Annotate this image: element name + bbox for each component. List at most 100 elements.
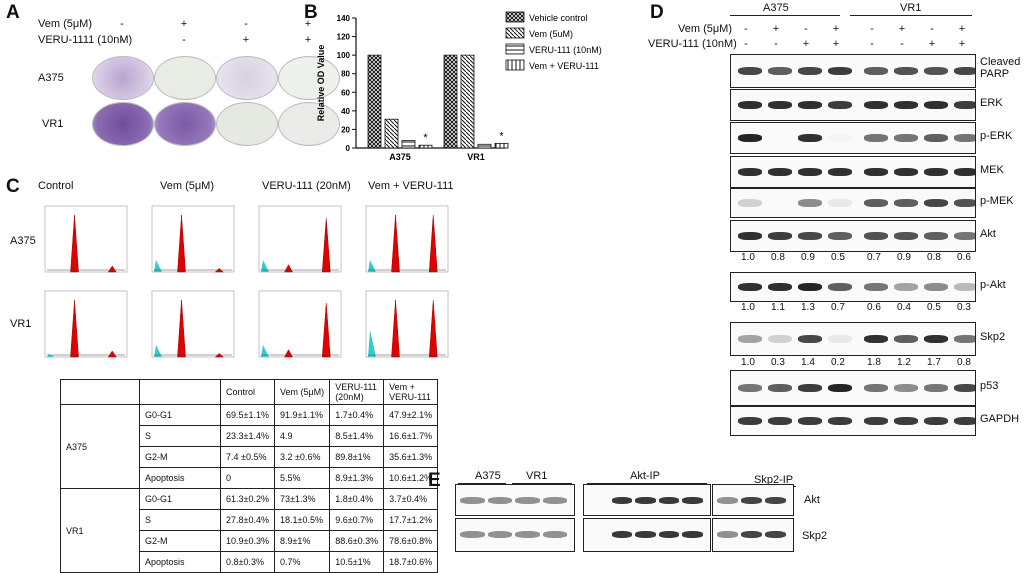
e-band bbox=[717, 497, 738, 504]
blot-band bbox=[828, 134, 852, 142]
hist-frame bbox=[258, 205, 342, 273]
blot-band bbox=[828, 67, 852, 75]
d-sign: - bbox=[900, 38, 904, 50]
blot-band bbox=[894, 101, 918, 109]
table-cell: 23.3±1.4% bbox=[220, 425, 275, 447]
e-left-bar2 bbox=[512, 483, 572, 484]
table-cell: 10.5±1% bbox=[329, 551, 385, 573]
table-cell: 69.5±1.1% bbox=[220, 404, 275, 426]
table-cell: G2-M bbox=[139, 446, 221, 468]
blot-band bbox=[924, 67, 948, 75]
quant-value: 1.0 bbox=[741, 302, 755, 313]
blot-band bbox=[954, 101, 975, 109]
e-band bbox=[717, 531, 738, 538]
quant-value: 0.5 bbox=[831, 252, 845, 263]
blot-band bbox=[954, 283, 975, 291]
blot-band bbox=[828, 199, 852, 207]
table-header-cell bbox=[60, 379, 140, 405]
table-cell: G0-G1 bbox=[139, 404, 221, 426]
hist-frame bbox=[258, 290, 342, 358]
cell-line-vr1: VR1 bbox=[42, 118, 64, 130]
blot-band bbox=[954, 199, 975, 207]
d-sign: + bbox=[802, 38, 810, 50]
hist-g2-peak bbox=[321, 217, 331, 273]
significance-star: * bbox=[423, 132, 428, 144]
e-blot bbox=[455, 518, 575, 552]
hist-apoptosis bbox=[368, 330, 376, 357]
blot-label: MEK bbox=[980, 164, 1004, 176]
y-tick-label: 0 bbox=[346, 144, 351, 153]
dish-a375-ctrl bbox=[92, 56, 154, 100]
blot-band bbox=[954, 232, 975, 240]
table-cell: 0.8±0.3% bbox=[220, 551, 275, 573]
blot-band bbox=[828, 384, 852, 392]
table-cell: 47.9±2.1% bbox=[383, 404, 439, 426]
table-header-cell: Control bbox=[220, 379, 275, 405]
blot-band bbox=[738, 101, 762, 109]
a-sign: + bbox=[304, 18, 312, 30]
table-group-cell: VR1 bbox=[60, 488, 140, 573]
relative-od-chart: 0 20 40 60 80 100 120 140 Relative OD Value A375 *… bbox=[316, 11, 602, 162]
hist-g1-peak bbox=[70, 299, 79, 358]
a-sign: + bbox=[180, 18, 188, 30]
blot-p53 bbox=[730, 370, 976, 406]
table-cell: S bbox=[139, 509, 221, 531]
c-row-vr1: VR1 bbox=[10, 318, 32, 330]
table-cell: S bbox=[139, 425, 221, 447]
table-cell: 0 bbox=[220, 467, 275, 489]
e-band bbox=[741, 497, 762, 504]
d-sign: - bbox=[804, 23, 808, 35]
e-band bbox=[682, 497, 703, 504]
table-cell: 88.6±0.3% bbox=[329, 530, 385, 552]
blot-label: Skp2 bbox=[980, 331, 1006, 343]
table-cell: 18.7±0.6% bbox=[383, 551, 439, 573]
d-sign: - bbox=[774, 38, 778, 50]
hist-g2-peak bbox=[321, 302, 331, 358]
blot-label: p-MEK bbox=[980, 195, 1014, 207]
quant-value: 1.2 bbox=[897, 357, 911, 368]
y-tick-label: 20 bbox=[341, 125, 350, 134]
blot-band bbox=[894, 67, 918, 75]
hist-apoptosis bbox=[261, 260, 269, 272]
blot-p-akt bbox=[730, 272, 976, 302]
bar-A375-3 bbox=[418, 144, 433, 149]
bar-VR1-0 bbox=[443, 54, 458, 149]
cell-cycle-table: Control Vem (5μM) VERU-111 (20nM) Vem + VER… bbox=[60, 379, 439, 573]
y-tick-label: 120 bbox=[337, 33, 351, 42]
dish-a375-combo bbox=[278, 56, 340, 100]
e-band bbox=[515, 531, 540, 538]
hist-frame bbox=[44, 290, 128, 358]
panel-a-letter: A bbox=[6, 2, 20, 23]
table-cell: 8.9±1.3% bbox=[329, 467, 385, 489]
c-condition-title: Control bbox=[38, 180, 74, 192]
hist-g2-peak bbox=[428, 214, 438, 273]
dish-vr1-ctrl bbox=[92, 102, 154, 146]
y-tick-label: 60 bbox=[341, 88, 350, 97]
blot-band bbox=[924, 199, 948, 207]
legend-swatch bbox=[505, 27, 525, 39]
bar-A375-1 bbox=[384, 118, 399, 149]
blot-band bbox=[894, 168, 918, 176]
quant-value: 0.5 bbox=[927, 302, 941, 313]
bar-A375-0 bbox=[367, 54, 382, 149]
table-header-cell: VERU-111 (20nM) bbox=[329, 379, 385, 405]
hist-g2-peak bbox=[428, 299, 438, 358]
e-row-skp2: Skp2 bbox=[802, 530, 828, 542]
treat-vem-label: Vem (5μM) bbox=[38, 18, 93, 30]
e-left-a375: A375 bbox=[475, 470, 501, 482]
blot-band bbox=[768, 417, 792, 425]
table-cell: 89.8±1% bbox=[329, 446, 385, 468]
d-line-a375: A375 bbox=[763, 2, 789, 14]
dish-vr1-vem bbox=[154, 102, 216, 146]
hist-frame bbox=[151, 205, 235, 273]
blot-band bbox=[954, 335, 975, 343]
hist-apoptosis bbox=[368, 260, 376, 272]
significance-star: * bbox=[499, 130, 504, 142]
bar-VR1-2 bbox=[477, 143, 492, 149]
e-band bbox=[741, 531, 762, 538]
blot-cleaved-parp bbox=[730, 54, 976, 88]
blot-gapdh bbox=[730, 406, 976, 436]
table-cell: 27.8±0.4% bbox=[220, 509, 275, 531]
cell-cycle-histograms bbox=[44, 205, 449, 358]
e-blot bbox=[455, 484, 575, 516]
